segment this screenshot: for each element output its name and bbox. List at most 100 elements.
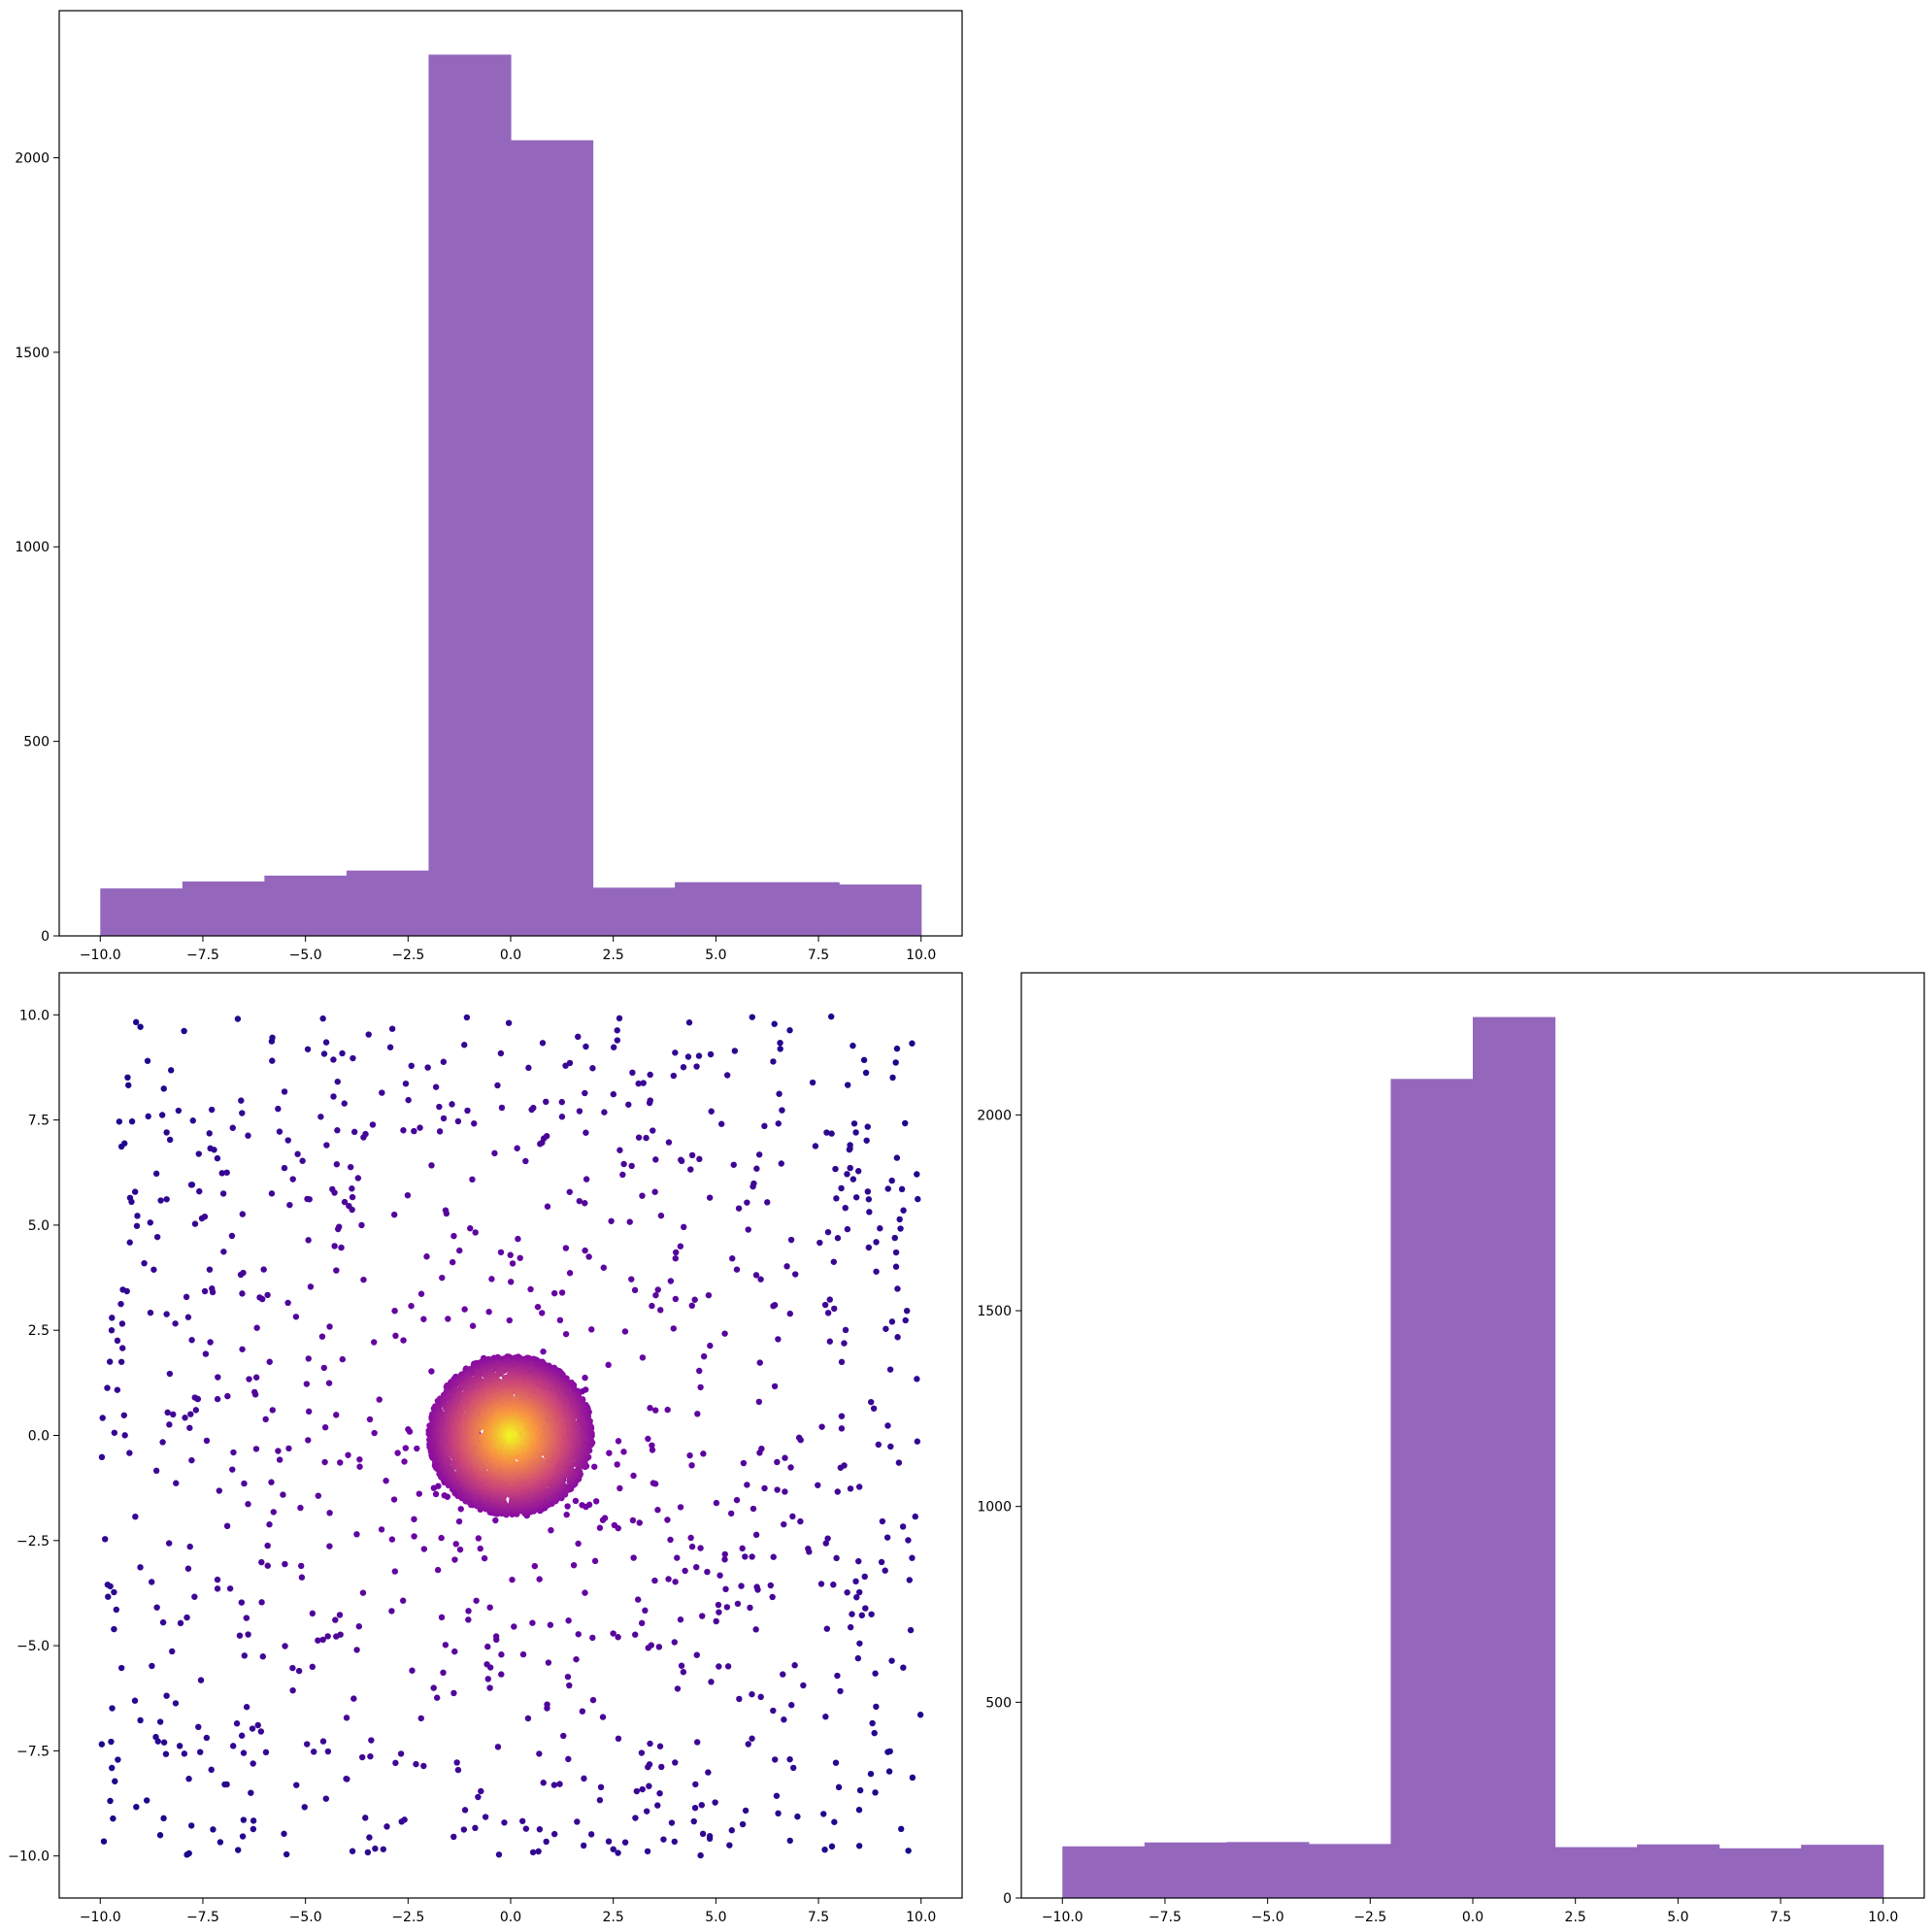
bottom-left-point (465, 1616, 472, 1623)
bottom-left-point (365, 1031, 372, 1038)
bottom-left-point (334, 1225, 342, 1233)
bottom-left-point (872, 1789, 879, 1796)
bottom-left-point (800, 1682, 807, 1689)
bottom-left-point (865, 1244, 873, 1251)
bottom-left-point (697, 1383, 704, 1391)
bottom-left-point (262, 1749, 270, 1756)
bottom-left-point (188, 1337, 195, 1344)
bottom-left-point (187, 1822, 195, 1829)
bottom-left-point (484, 1676, 491, 1682)
bottom-left-point (522, 1825, 530, 1832)
bottom-left-point (639, 1192, 646, 1199)
top-left-bar (346, 870, 430, 936)
bottom-left-point (469, 1176, 476, 1183)
bottom-left-point (692, 1781, 699, 1788)
bottom-left-point (672, 1295, 680, 1303)
bottom-left-point (722, 1585, 729, 1593)
bottom-left-point (844, 1171, 850, 1178)
bottom-left-point (900, 1207, 907, 1214)
bottom-left-point (837, 1687, 844, 1695)
bottom-left-point (693, 1739, 701, 1746)
bottom-left-point (364, 1849, 372, 1856)
bottom-left-point (852, 1129, 859, 1136)
bottom-left-point (164, 1409, 171, 1416)
bottom-left-point (301, 1804, 308, 1811)
bottom-left-point (587, 1831, 595, 1838)
bottom-left-point (482, 1814, 489, 1820)
bottom-left-point (677, 1243, 684, 1249)
bottom-left-point (708, 1108, 715, 1115)
bottom-left-point (855, 1168, 862, 1175)
bottom-left-point (867, 1770, 875, 1778)
bottom-left-point (486, 1604, 493, 1611)
bottom-left-point (749, 1690, 755, 1698)
bottom-left-point (187, 1182, 195, 1188)
bottom-left-point (436, 1103, 443, 1111)
bottom-left-point (909, 1040, 916, 1047)
bottom-left-point (173, 1480, 180, 1486)
bottom-left-point (855, 1843, 863, 1849)
bottom-left-point (531, 1562, 539, 1570)
bottom-left-point (781, 1716, 787, 1723)
bottom-left-point (408, 1062, 415, 1070)
bottom-left-point (184, 1565, 192, 1572)
bottom-left-point (451, 1556, 458, 1563)
bottom-left-point (202, 1350, 210, 1357)
bottom-left-point (252, 1374, 260, 1381)
bottom-left-point (752, 1531, 760, 1539)
bottom-left-point (677, 1616, 684, 1623)
bottom-left-point (680, 1669, 687, 1676)
bottom-left-point (731, 1048, 739, 1054)
bottom-left-point (332, 1616, 339, 1623)
bottom-left-point (150, 1266, 157, 1273)
bottom-left-point (350, 1054, 356, 1062)
bottom-left-point (826, 1296, 833, 1303)
bottom-left-point (319, 1015, 326, 1022)
bottom-left-point (820, 1811, 827, 1817)
bottom-left-point (715, 1601, 722, 1609)
bottom-left-point (172, 1700, 180, 1707)
bottom-left-point (809, 1079, 816, 1086)
bottom-left-point (294, 1150, 301, 1157)
bottom-left-point (149, 1662, 155, 1670)
bottom-left-point (324, 1748, 332, 1755)
bottom-left-point (376, 1396, 383, 1403)
bottom-left-point (704, 1568, 711, 1576)
bottom-left-point (806, 1549, 813, 1555)
bottom-left-point (684, 1053, 692, 1060)
bottom-left-point (610, 1630, 616, 1637)
bottom-left-point (289, 1664, 296, 1672)
bottom-left-point (226, 1585, 234, 1592)
bottom-left-point (779, 1107, 785, 1114)
bottom-left-point (145, 1113, 151, 1120)
bottom-left-point (121, 1140, 128, 1147)
bottom-left-point (633, 1787, 641, 1795)
top-left-xtick-label: −2.5 (391, 948, 424, 963)
bottom-left-point (791, 1271, 799, 1278)
bottom-left-point (191, 1220, 199, 1227)
bottom-left-point (728, 1827, 735, 1834)
bottom-left-point (649, 1302, 655, 1310)
bottom-left-point (215, 1374, 221, 1381)
bottom-left-point (650, 1127, 656, 1134)
bottom-left-point (651, 1407, 659, 1414)
bottom-left-point (601, 1109, 608, 1116)
bottom-left-point (463, 1014, 471, 1021)
bottom-left-point (795, 1434, 803, 1442)
bottom-left-point (306, 1196, 313, 1203)
top-left-xtick-label: −7.5 (186, 948, 219, 963)
bottom-left-point (454, 1117, 462, 1125)
bottom-left-point (580, 1842, 587, 1849)
bottom-left-point (733, 1496, 741, 1504)
bottom-left-point (896, 1216, 903, 1223)
bottom-left-point (234, 1016, 242, 1022)
bottom-left-point (589, 1065, 596, 1072)
bottom-left-point (786, 1027, 793, 1034)
bottom-left-point (106, 1358, 114, 1365)
bottom-left-point (353, 1531, 360, 1538)
bottom-left-point (830, 1305, 838, 1313)
bottom-left-point (286, 1201, 293, 1209)
bottom-left-point (678, 1157, 685, 1165)
bottom-left-point (334, 1078, 341, 1085)
bottom-left-point (239, 1211, 247, 1217)
